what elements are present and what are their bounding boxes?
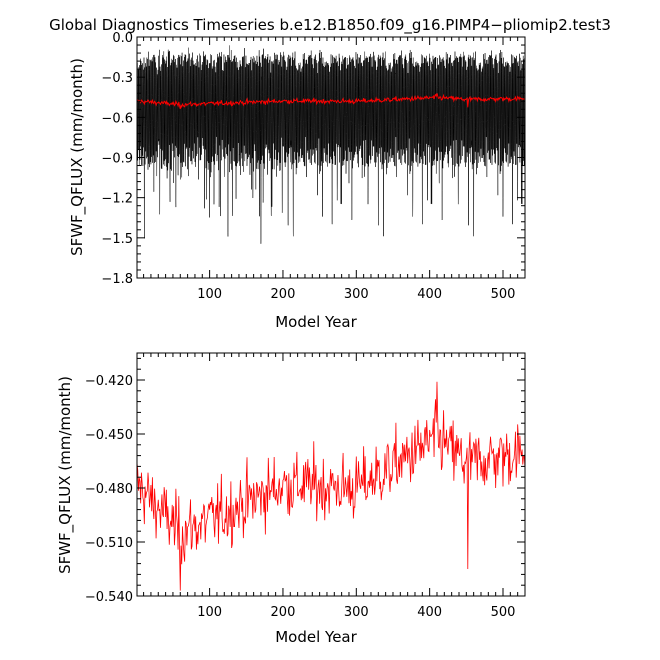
top-y-tick-label: −0.6: [101, 111, 133, 126]
bottom-y-tick-label: −0.450: [85, 428, 133, 443]
monthly-series-line: [137, 45, 525, 244]
top-annual-mean-line: [136, 93, 526, 110]
bottom-panel: 100 200 300 400 500 −0.420 −0.450 −0.480 −0.510 −…: [56, 352, 526, 646]
bottom-y-tick-label: −0.540: [85, 590, 133, 605]
top-y-tick-label: −1.2: [101, 192, 133, 207]
bottom-y-axis-label: SFWF_QFLUX (mm/month): [56, 376, 75, 574]
bottom-plot-area: 100 200 300 400 500 −0.420 −0.450 −0.480 −0.510 −…: [85, 352, 526, 620]
top-x-tick-label: 400: [417, 287, 442, 302]
top-panel: 100 200 300 400 500 0.0 −0.3 −0.6 −0.9 −1.2 −1.5 −1…: [68, 31, 526, 331]
figure-title: Global Diagnostics Timeseries b.e12.B185…: [49, 16, 611, 35]
bottom-axes-frame: [136, 352, 526, 597]
bottom-x-tick-label: 500: [491, 605, 516, 620]
top-y-tick-label: −1.5: [101, 232, 133, 247]
top-y-tick-label: −1.8: [101, 272, 133, 287]
bottom-annual-mean-line: [136, 381, 526, 591]
bottom-y-tick-label: −0.480: [85, 482, 133, 497]
bottom-y-tick-label: −0.510: [85, 536, 133, 551]
top-axes-frame: [136, 36, 526, 279]
top-y-tick-label: −0.9: [101, 152, 133, 167]
top-x-tick-label: 200: [271, 287, 296, 302]
bottom-x-tick-label: 400: [417, 605, 442, 620]
top-x-tick-label: 300: [344, 287, 369, 302]
bottom-y-tick-label: −0.420: [85, 374, 133, 389]
bottom-x-tick-label: 100: [197, 605, 222, 620]
top-y-tick-label: 0.0: [112, 31, 133, 46]
top-plot-area: 100 200 300 400 500 0.0 −0.3 −0.6 −0.9 −1.2 −1.5 −1…: [101, 31, 526, 302]
bottom-x-axis-label: Model Year: [275, 628, 357, 646]
bottom-x-tick-label: 300: [344, 605, 369, 620]
bottom-x-tick-label: 200: [271, 605, 296, 620]
top-y-tick-label: −0.3: [101, 71, 133, 86]
top-x-tick-label: 500: [491, 287, 516, 302]
top-y-axis-label: SFWF_QFLUX (mm/month): [68, 58, 87, 256]
top-x-axis-label: Model Year: [275, 313, 357, 331]
top-x-tick-label: 100: [197, 287, 222, 302]
